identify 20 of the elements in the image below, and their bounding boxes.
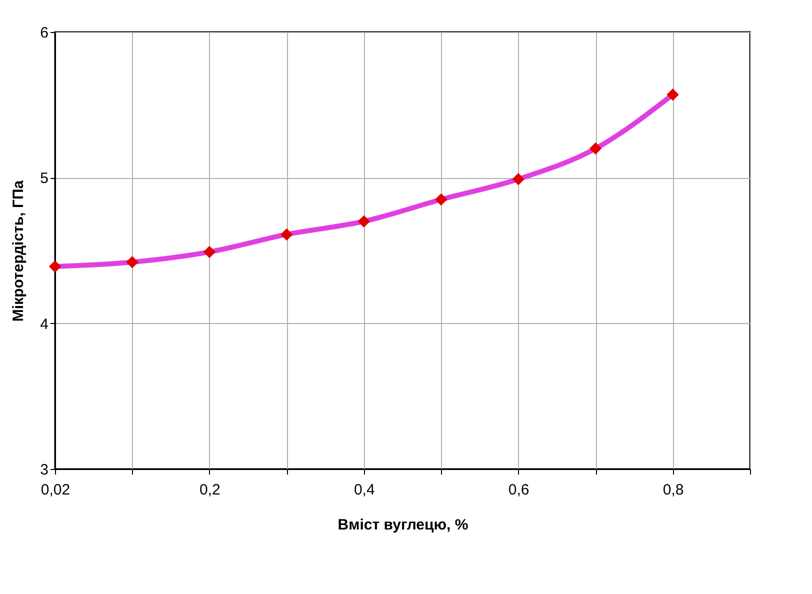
point — [358, 215, 370, 228]
point — [434, 193, 448, 206]
x-tick-label: 0,4 — [354, 482, 375, 498]
y-tick-label: 6 — [40, 24, 48, 42]
point — [589, 142, 602, 155]
point — [48, 260, 62, 273]
point — [512, 173, 524, 186]
point — [666, 88, 679, 101]
point — [126, 256, 138, 268]
x-tick-label: 0,6 — [508, 482, 530, 498]
point — [203, 246, 216, 258]
y-axis-title: Мікротердість, ГПа — [10, 180, 28, 322]
x-tick-label: 0,8 — [662, 482, 684, 498]
y-tick-label: 4 — [40, 316, 48, 333]
x-axis-title: Вміст вуглецю, % — [338, 516, 468, 534]
x-tick-label: 0,02 — [40, 482, 70, 498]
point — [280, 228, 293, 241]
y-tick-label: 3 — [40, 462, 48, 478]
x-tick-label: 0,2 — [200, 482, 220, 498]
y-tick-label: 5 — [40, 170, 48, 188]
